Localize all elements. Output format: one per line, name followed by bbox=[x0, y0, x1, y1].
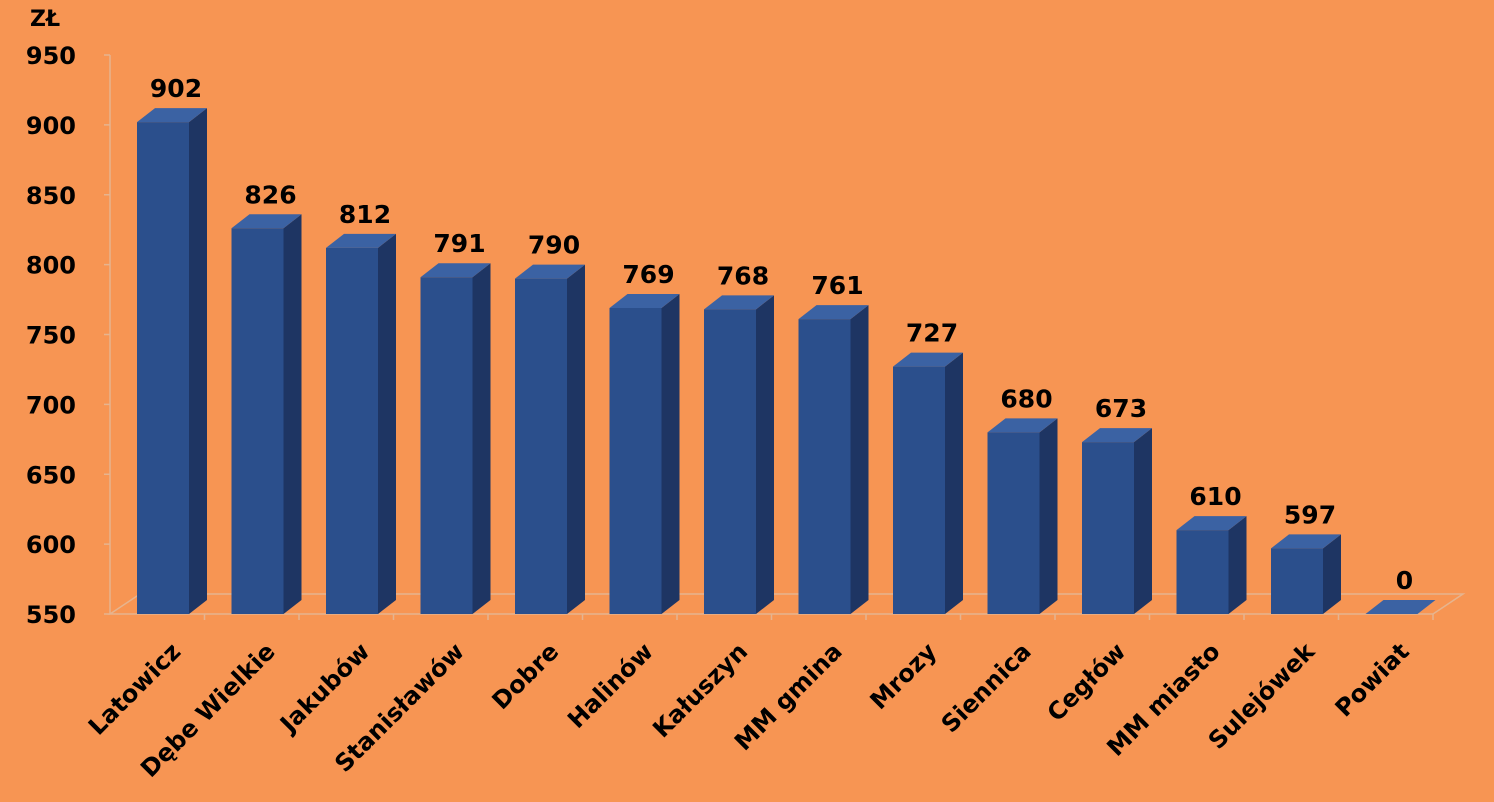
bar-face bbox=[704, 295, 774, 310]
bar-face bbox=[798, 319, 851, 614]
bar-face bbox=[283, 214, 302, 615]
bar-face bbox=[1082, 428, 1152, 443]
bar-face bbox=[1271, 534, 1341, 549]
bar-face bbox=[231, 228, 284, 615]
bar-face bbox=[850, 305, 869, 614]
bar-face bbox=[987, 418, 1058, 433]
bar-face bbox=[1365, 600, 1436, 614]
bar-face bbox=[515, 278, 567, 614]
bar bbox=[704, 295, 774, 614]
bar-face bbox=[378, 233, 396, 615]
bar-face bbox=[137, 108, 207, 123]
bar-face bbox=[231, 214, 302, 229]
y-tick-label: 850 bbox=[26, 182, 76, 210]
bar bbox=[326, 233, 396, 615]
y-tick-label: 750 bbox=[26, 322, 76, 350]
value-label: 673 bbox=[1095, 394, 1147, 423]
bar-face bbox=[1082, 442, 1134, 614]
bar bbox=[515, 264, 585, 614]
bar bbox=[893, 352, 963, 614]
bar-face bbox=[472, 263, 491, 614]
bar-face bbox=[1228, 516, 1247, 614]
bar-face bbox=[704, 309, 756, 614]
y-tick-label: 700 bbox=[26, 391, 76, 419]
y-tick-label: 600 bbox=[26, 531, 76, 559]
bar-face bbox=[567, 264, 585, 614]
bar-face bbox=[756, 295, 774, 614]
bar-face bbox=[137, 122, 189, 614]
bar-face bbox=[1176, 530, 1229, 614]
bar bbox=[609, 293, 680, 614]
value-label: 0 bbox=[1396, 566, 1413, 595]
bar-face bbox=[893, 352, 963, 367]
bar-face bbox=[189, 108, 207, 614]
value-label: 826 bbox=[244, 180, 296, 209]
bar-face bbox=[661, 293, 680, 614]
bar-face bbox=[893, 366, 945, 614]
bar-face bbox=[1176, 516, 1247, 531]
bar-face bbox=[326, 233, 396, 248]
value-label: 680 bbox=[1000, 384, 1052, 413]
bar bbox=[798, 305, 869, 614]
bar-face bbox=[326, 247, 378, 615]
bar-face bbox=[1134, 428, 1152, 614]
bar-face bbox=[609, 307, 662, 614]
bar bbox=[1082, 428, 1152, 614]
unit-label: ZŁ bbox=[30, 7, 60, 32]
bar-face bbox=[420, 277, 473, 614]
bar-face bbox=[1271, 548, 1323, 614]
y-tick-label: 650 bbox=[26, 461, 76, 489]
value-label: 769 bbox=[622, 260, 674, 289]
y-tick-label: 550 bbox=[26, 601, 76, 629]
y-tick-label: 900 bbox=[26, 112, 76, 140]
bar-face bbox=[515, 264, 585, 279]
value-label: 790 bbox=[528, 231, 580, 260]
value-label: 761 bbox=[811, 271, 863, 300]
bar bbox=[137, 108, 207, 614]
bar-face bbox=[1323, 534, 1341, 614]
bar-face bbox=[945, 352, 963, 614]
y-tick-label: 950 bbox=[26, 42, 76, 70]
bar-face bbox=[798, 305, 869, 320]
value-label: 597 bbox=[1284, 500, 1336, 529]
value-label: 902 bbox=[150, 74, 202, 103]
bar-face bbox=[1039, 418, 1058, 614]
value-label: 727 bbox=[906, 319, 958, 348]
bar-face bbox=[609, 293, 680, 308]
bar bbox=[231, 214, 302, 615]
bar bbox=[1365, 600, 1436, 614]
bar bbox=[987, 418, 1058, 614]
value-label: 791 bbox=[433, 229, 485, 258]
bar bbox=[420, 263, 491, 614]
bar bbox=[1176, 516, 1247, 614]
bar-face bbox=[420, 263, 491, 278]
y-tick-label: 800 bbox=[26, 252, 76, 280]
value-label: 768 bbox=[717, 261, 769, 290]
value-label: 812 bbox=[339, 200, 391, 229]
bar bbox=[1271, 534, 1341, 614]
bar-face bbox=[987, 432, 1040, 614]
value-label: 610 bbox=[1189, 482, 1241, 511]
